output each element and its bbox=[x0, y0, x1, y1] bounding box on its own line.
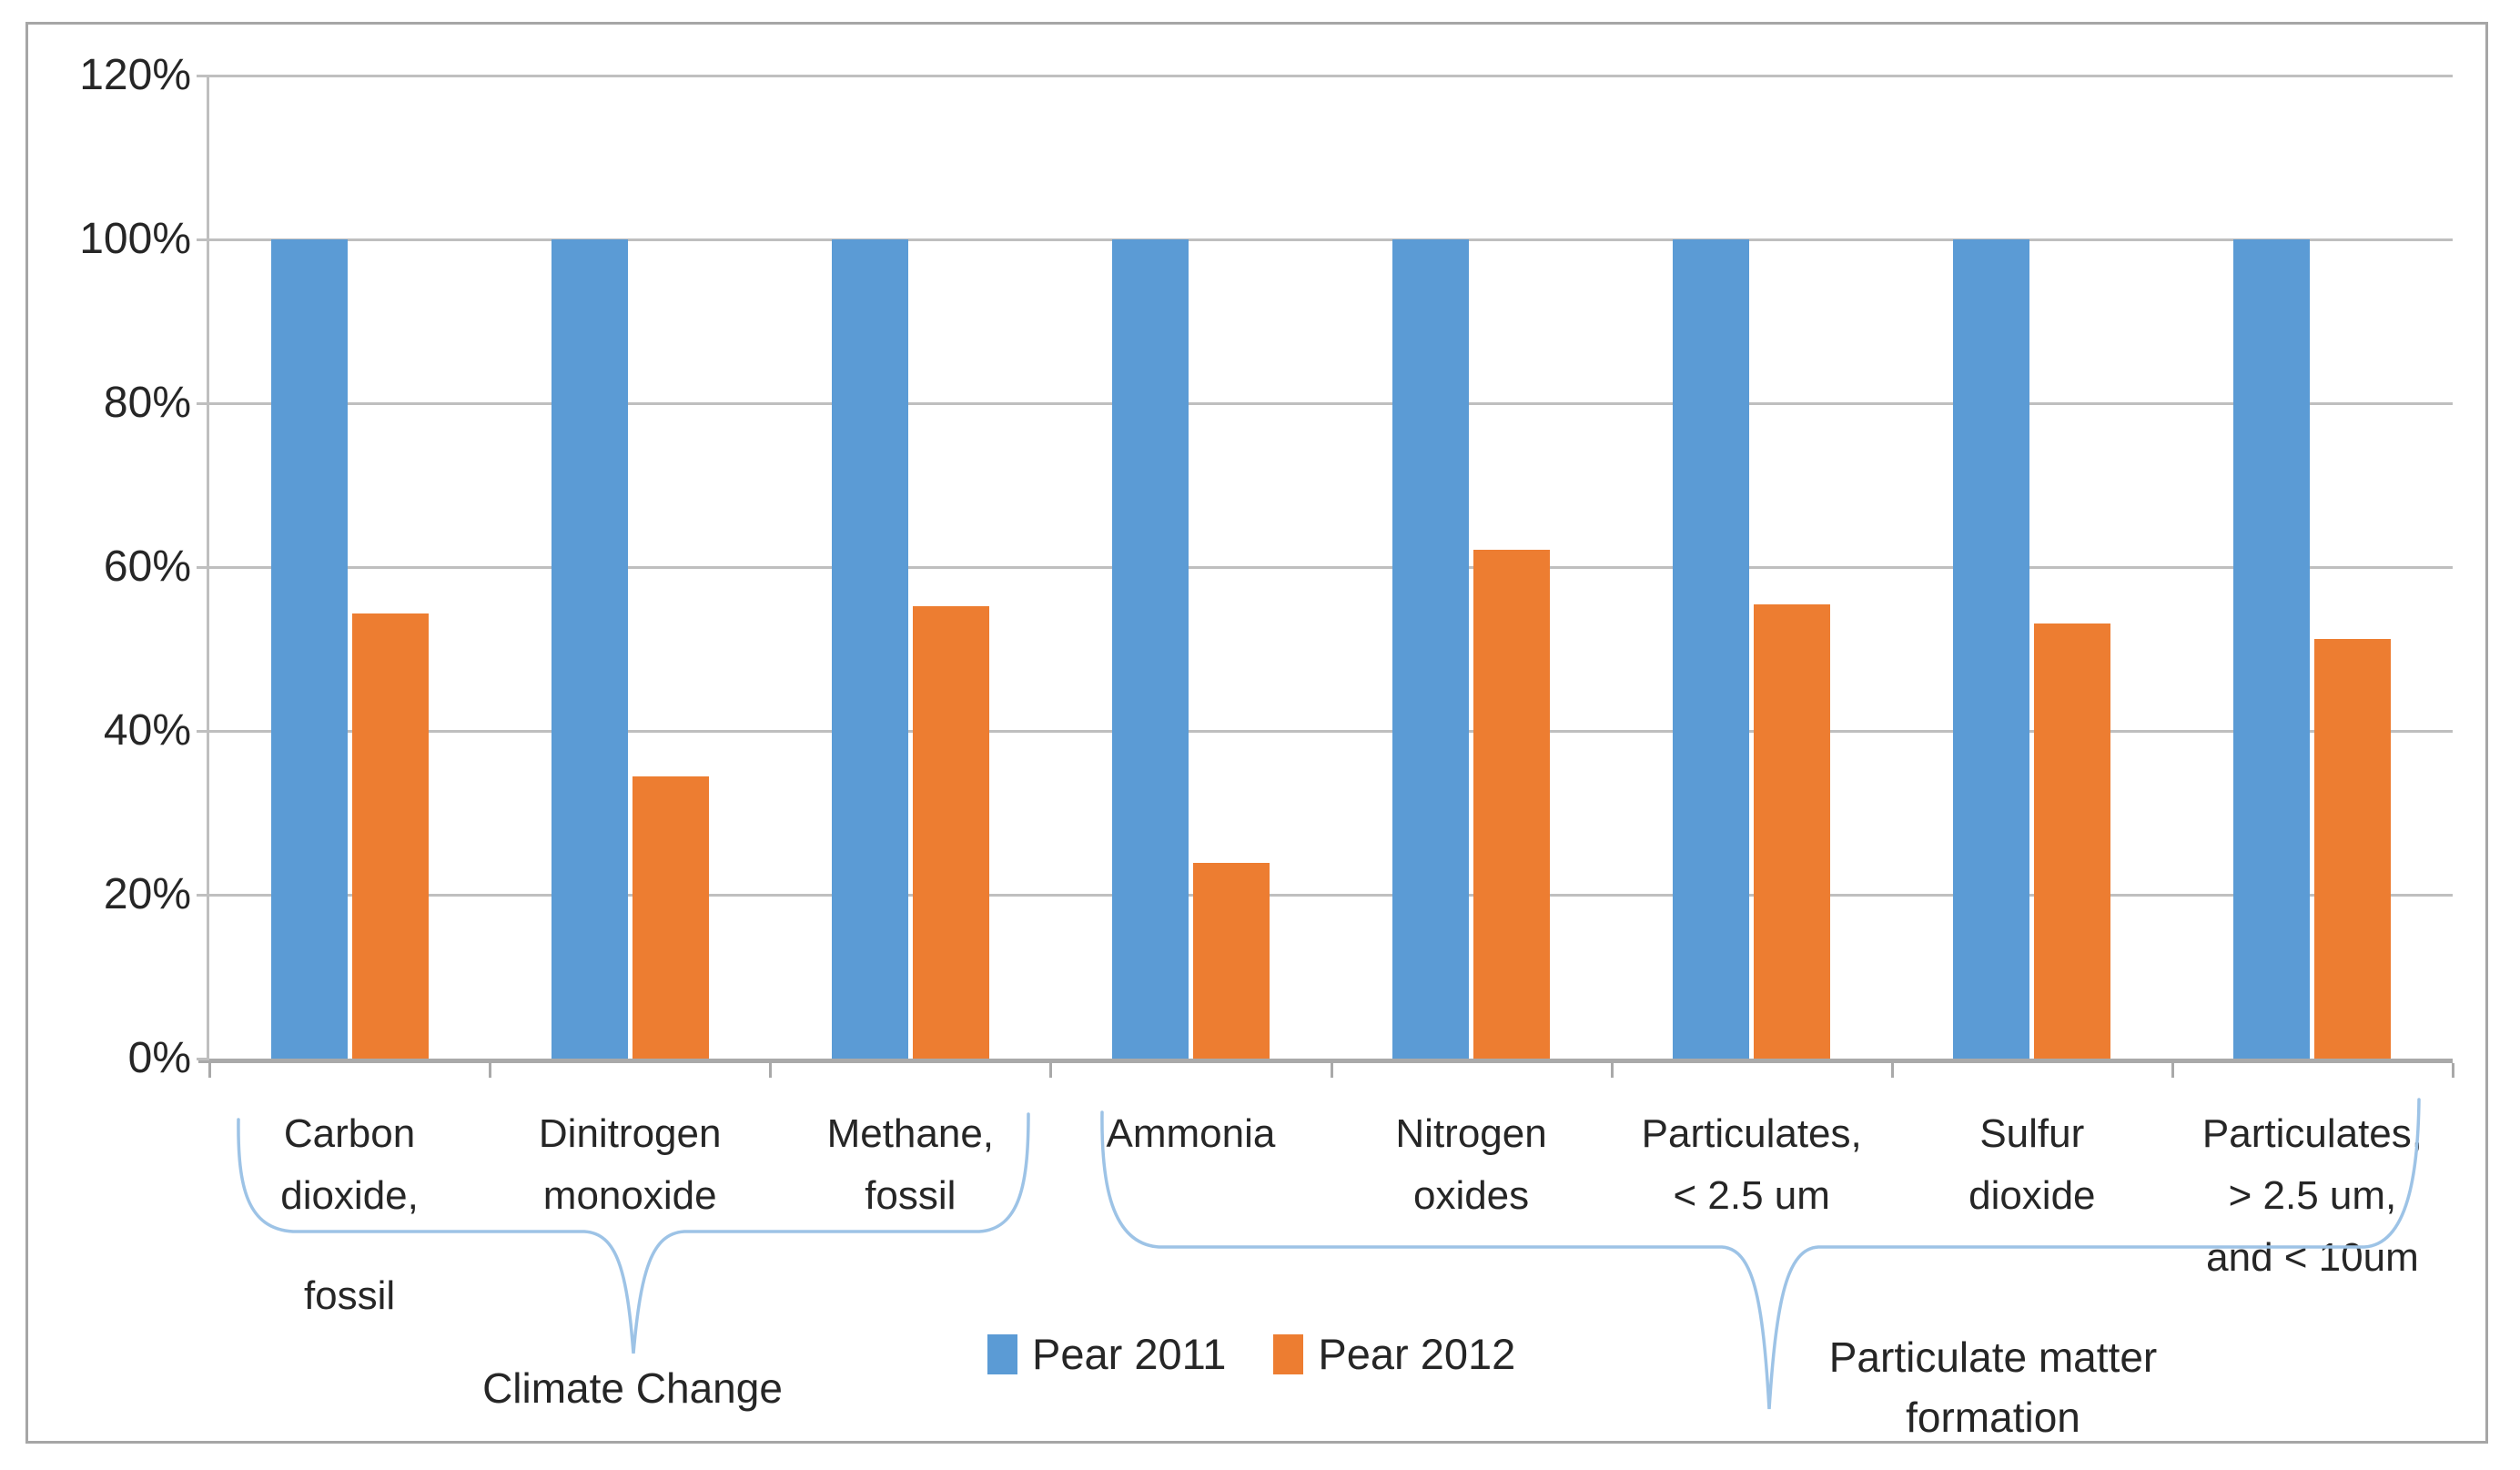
category-label-line: Particulates, bbox=[1641, 1111, 1862, 1156]
bar-group-3 bbox=[770, 76, 1050, 1059]
bar-pear-2011-cat5 bbox=[1392, 239, 1470, 1059]
bar-pear-2012-cat2 bbox=[632, 776, 709, 1059]
category-label-7: Sulfur dioxide bbox=[1892, 1103, 2172, 1327]
gridline-20 bbox=[209, 894, 2453, 897]
gridline-40 bbox=[209, 730, 2453, 733]
y-tick-mark bbox=[197, 238, 209, 241]
category-label-2: Dinitrogen monoxide bbox=[490, 1103, 770, 1327]
bar-pear-2012-cat1 bbox=[351, 613, 429, 1059]
gridline-100 bbox=[209, 238, 2453, 241]
bar-pear-2012-cat4 bbox=[1192, 862, 1270, 1059]
category-label-1: Carbon dioxide, fossil bbox=[209, 1103, 490, 1327]
legend-entry-pear-2011: Pear 2011 bbox=[987, 1329, 1226, 1379]
x-tick-mark bbox=[208, 1063, 211, 1078]
category-label-line: Dinitrogen bbox=[538, 1111, 722, 1156]
y-axis-label-100%: 100% bbox=[79, 215, 191, 263]
category-label-line: dioxide bbox=[1968, 1173, 2096, 1218]
bar-series-container bbox=[209, 76, 2453, 1059]
category-label-3: Methane, fossil bbox=[770, 1103, 1050, 1327]
x-tick-mark bbox=[489, 1063, 492, 1078]
x-tick-mark bbox=[2171, 1063, 2174, 1078]
category-label-line: Nitrogen bbox=[1395, 1111, 1547, 1156]
bar-pear-2012-cat3 bbox=[912, 606, 989, 1059]
y-tick-mark bbox=[197, 894, 209, 897]
y-tick-mark bbox=[197, 730, 209, 733]
category-label-line: dioxide, bbox=[280, 1173, 419, 1218]
category-label-line: Particulates, bbox=[2201, 1111, 2423, 1156]
y-tick-mark bbox=[197, 75, 209, 77]
legend-swatch-icon bbox=[987, 1333, 1017, 1374]
category-label-8: Particulates, > 2.5 um, and < 10um bbox=[2172, 1103, 2453, 1327]
bar-group-2 bbox=[490, 76, 770, 1059]
y-axis-label-0%: 0% bbox=[127, 1034, 191, 1082]
y-axis-label-20%: 20% bbox=[103, 870, 191, 918]
category-label-6: Particulates, < 2.5 um bbox=[1612, 1103, 1892, 1327]
bar-pear-2011-cat8 bbox=[2233, 239, 2311, 1059]
y-axis-label-40%: 40% bbox=[103, 706, 191, 755]
category-label-line: and < 10um bbox=[2206, 1235, 2419, 1280]
bar-group-6 bbox=[1612, 76, 1892, 1059]
gridline-120 bbox=[209, 75, 2453, 77]
category-label-line: monoxide bbox=[542, 1173, 717, 1218]
gridline-80 bbox=[209, 402, 2453, 405]
legend-label: Pear 2012 bbox=[1318, 1330, 1516, 1378]
bar-group-1 bbox=[209, 76, 490, 1059]
category-label-4: Ammonia bbox=[1050, 1103, 1331, 1327]
category-label-5: Nitrogen oxides bbox=[1331, 1103, 1612, 1327]
bar-pear-2011-cat6 bbox=[1673, 239, 1750, 1059]
bar-pear-2012-cat5 bbox=[1473, 550, 1551, 1059]
bar-group-8 bbox=[2172, 76, 2453, 1059]
x-tick-mark bbox=[1890, 1063, 1894, 1078]
y-tick-mark bbox=[197, 1058, 209, 1060]
legend-entry-pear-2012: Pear 2012 bbox=[1273, 1329, 1515, 1379]
y-axis-label-60%: 60% bbox=[103, 542, 191, 591]
legend: Pear 2011 Pear 2012 bbox=[987, 1329, 1515, 1379]
x-tick-mark bbox=[1610, 1063, 1614, 1078]
category-label-line: > 2.5 um, bbox=[2228, 1173, 2397, 1218]
bar-pear-2012-cat6 bbox=[1754, 604, 1831, 1059]
category-label-line: fossil bbox=[303, 1273, 396, 1318]
x-tick-mark bbox=[1049, 1063, 1053, 1078]
x-axis-line bbox=[198, 1059, 2453, 1063]
category-label-line: Carbon bbox=[283, 1111, 416, 1156]
bar-group-5 bbox=[1331, 76, 1612, 1059]
legend-label: Pear 2011 bbox=[1032, 1330, 1227, 1378]
bar-pear-2012-cat8 bbox=[2314, 639, 2392, 1059]
category-label-line: Sulfur bbox=[1979, 1111, 2085, 1156]
bar-pear-2011-cat1 bbox=[270, 239, 348, 1059]
category-label-line: Methane, bbox=[826, 1111, 995, 1156]
y-axis-label-80%: 80% bbox=[103, 379, 191, 427]
group-label-particulate-matter-formation: Particulate matter formation bbox=[1828, 1333, 2158, 1441]
bar-pear-2011-cat2 bbox=[551, 239, 628, 1059]
y-axis-label-120%: 120% bbox=[79, 51, 191, 99]
y-axis-line bbox=[207, 76, 209, 1063]
x-tick-mark bbox=[2452, 1063, 2454, 1078]
bar-group-4 bbox=[1050, 76, 1331, 1059]
x-axis-category-labels: Carbon dioxide, fossil Dinitrogen monoxide Me… bbox=[209, 1103, 2453, 1327]
bar-pear-2012-cat7 bbox=[2034, 623, 2111, 1059]
bar-pear-2011-cat4 bbox=[1111, 239, 1189, 1059]
x-tick-mark bbox=[769, 1063, 773, 1078]
x-tick-mark bbox=[1330, 1063, 1333, 1078]
category-label-line: fossil bbox=[865, 1173, 956, 1218]
group-label-climate-change: Climate Change bbox=[482, 1364, 783, 1412]
plot-area bbox=[209, 75, 2453, 1059]
bar-group-7 bbox=[1892, 76, 2172, 1059]
y-tick-mark bbox=[197, 566, 209, 569]
category-label-line: Ammonia bbox=[1106, 1111, 1276, 1156]
legend-swatch-icon bbox=[1273, 1333, 1304, 1374]
bar-pear-2011-cat3 bbox=[831, 239, 908, 1059]
gridline-60 bbox=[209, 566, 2453, 569]
y-tick-mark bbox=[197, 402, 209, 405]
category-label-line: oxides bbox=[1412, 1173, 1530, 1218]
bar-pear-2011-cat7 bbox=[1953, 239, 2030, 1059]
category-label-line: < 2.5 um bbox=[1673, 1173, 1830, 1218]
